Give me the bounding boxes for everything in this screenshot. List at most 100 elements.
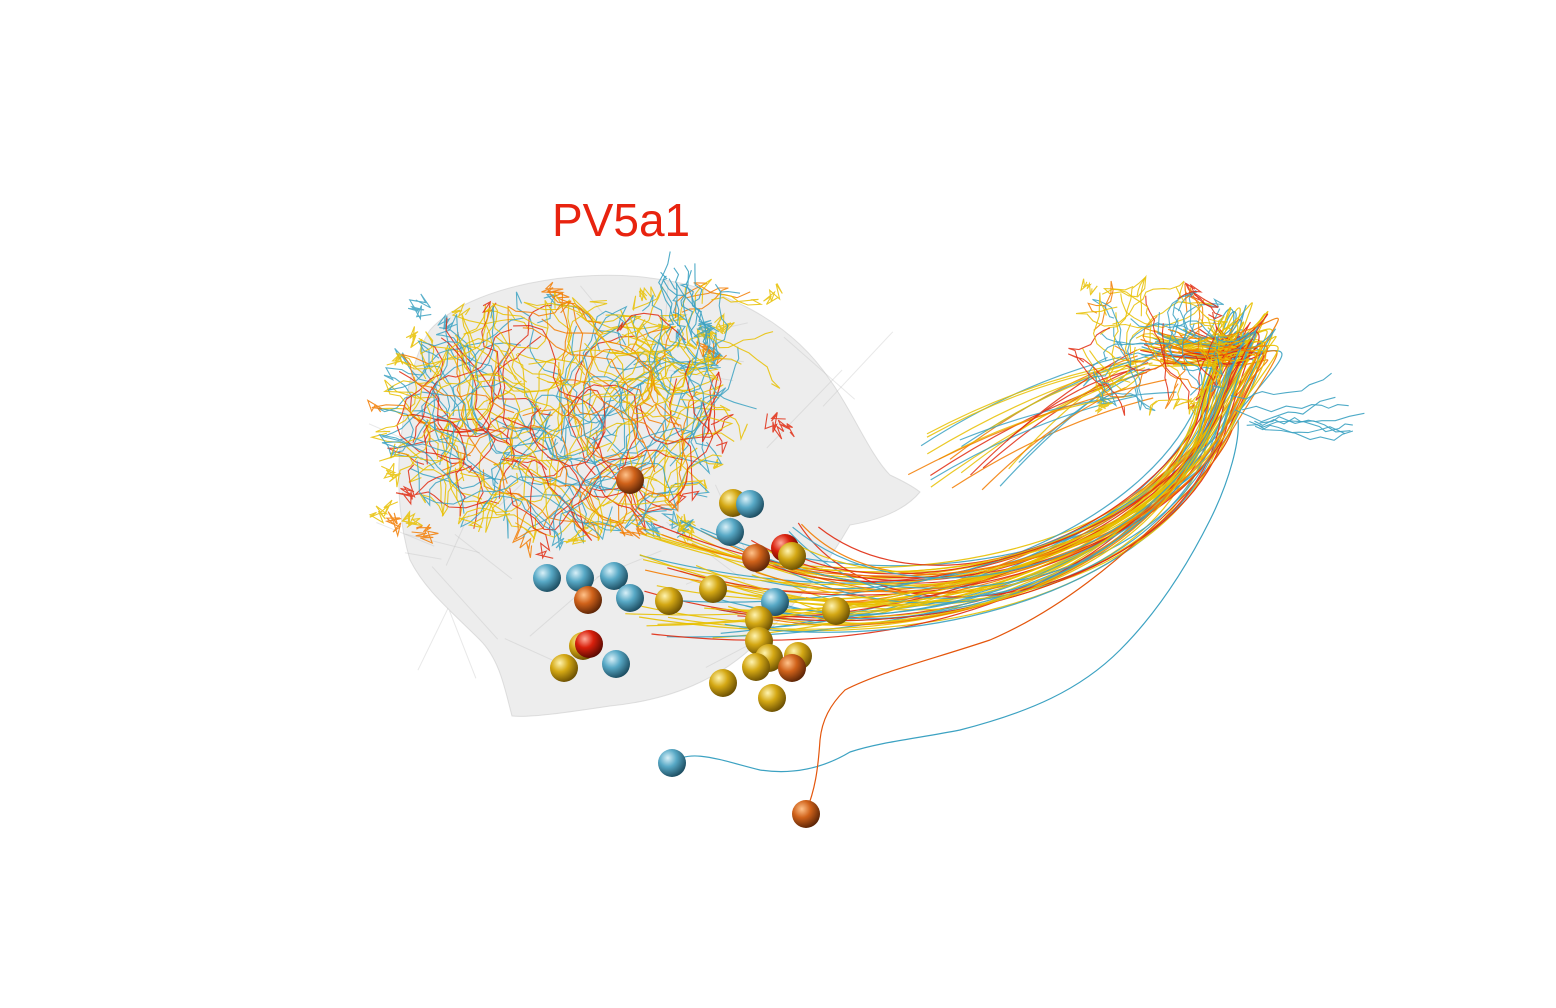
dendrite-branch <box>526 481 581 552</box>
dendrite-branch <box>419 426 493 516</box>
dendrite-branch <box>523 299 584 365</box>
axon-tract <box>689 323 1239 606</box>
soma-yellow <box>699 575 727 603</box>
terminal-branch <box>1112 280 1185 325</box>
dendrite-branch <box>460 424 551 528</box>
soma-red <box>575 630 603 658</box>
terminal-branch <box>1172 290 1203 340</box>
blue-projection-neurite <box>671 419 1239 773</box>
cluster-label: PV5a1 <box>552 194 691 246</box>
terminal-branch <box>1241 404 1349 413</box>
dendrite-branch <box>368 499 399 524</box>
axon-tract <box>661 336 1258 577</box>
dendrite-branch <box>501 458 593 541</box>
soma-yellow <box>745 606 773 634</box>
soma-orange <box>574 586 602 614</box>
mesh-edge <box>376 522 435 547</box>
axon-collateral <box>999 354 1158 487</box>
dendrite-branch <box>454 334 579 394</box>
axon-collateral <box>960 367 1146 474</box>
terminal-branch <box>1164 338 1186 410</box>
dendrite-branch <box>685 270 701 336</box>
dendrite-branch <box>642 323 703 465</box>
dendrite-branch <box>680 398 748 441</box>
dendrite-branch <box>646 354 734 440</box>
dendrite-branch <box>634 346 724 380</box>
terminal-branch <box>1148 398 1194 416</box>
dendrite-branch <box>680 520 696 545</box>
dendrite-branch <box>381 397 461 443</box>
dendrite-branch <box>379 403 432 462</box>
dendrite-branch <box>432 349 499 485</box>
dendrite-branch <box>384 511 402 538</box>
dendrite-branch <box>481 495 583 542</box>
soma-blue <box>658 749 686 777</box>
dendrite-branch <box>386 317 525 392</box>
dendrite-branch <box>522 453 647 538</box>
dendrite-branch <box>381 419 465 514</box>
dendrite-branch <box>638 286 657 302</box>
axon-tract <box>792 332 1249 579</box>
soma-yellow <box>742 653 770 681</box>
dendrite-branch <box>465 302 516 431</box>
dendrite-branch <box>567 299 608 425</box>
dendrite-branch <box>632 286 664 336</box>
mesh-edge <box>504 638 562 665</box>
terminal-branch <box>1089 346 1140 391</box>
terminal-branch <box>1210 337 1224 393</box>
dendrite-branch <box>557 369 656 473</box>
terminal-branch <box>1080 278 1098 296</box>
dendrite-branch <box>400 510 423 528</box>
dendrite-branch <box>423 419 466 517</box>
terminal-branch <box>1100 317 1179 356</box>
dendrite-branch <box>712 283 741 350</box>
dendrite-branch <box>460 345 550 468</box>
terminal-branch <box>1103 323 1195 361</box>
dendrite-branch <box>582 427 709 500</box>
terminal-branch <box>1068 327 1111 387</box>
mesh-edge <box>783 336 856 400</box>
dendrite-branch <box>366 399 471 457</box>
terminal-branch <box>1246 424 1354 441</box>
terminal-branch <box>1129 301 1213 354</box>
soma-yellow <box>758 684 786 712</box>
dendrite-branch <box>764 411 786 433</box>
terminal-branch <box>1177 283 1224 320</box>
dendrite-branch <box>692 346 740 425</box>
dendrite-branch <box>773 419 795 440</box>
dendrite-branch <box>583 348 653 444</box>
dendrite-branch <box>458 454 532 529</box>
dendrite-branch <box>669 357 742 411</box>
soma-orange <box>616 466 644 494</box>
terminal-branch <box>1195 311 1218 401</box>
dendrite-branch <box>569 360 675 457</box>
dendrite-branch <box>648 339 710 395</box>
dendrite-branch <box>683 331 774 350</box>
dendrite-branch <box>675 414 722 504</box>
terminal-branch <box>1259 412 1365 424</box>
dendrite-branch <box>452 306 495 436</box>
dendrite-branch <box>463 305 498 437</box>
soma-blue <box>602 650 630 678</box>
mesh-edge <box>454 534 513 580</box>
dendrite-branch <box>629 316 658 409</box>
dendrite-branch <box>423 476 602 505</box>
mesh-edge <box>498 462 544 507</box>
axon-collateral <box>1018 368 1150 463</box>
soma-blue <box>736 490 764 518</box>
dendrite-branch <box>616 312 686 341</box>
dendrite-branch <box>456 331 508 484</box>
dendrite-branch <box>507 416 603 533</box>
dendrite-branch <box>660 275 682 348</box>
terminal-branch <box>1142 315 1203 391</box>
terminal-branch <box>1157 308 1221 345</box>
dendrite-branch <box>395 464 416 506</box>
mesh-edge <box>449 610 477 679</box>
dendrite-branch <box>400 306 492 370</box>
terminal-branch <box>1075 306 1150 329</box>
mesh-edge <box>417 608 449 671</box>
terminal-branch <box>1200 316 1222 400</box>
dendrite-branch <box>536 376 681 420</box>
dendrite-branch <box>383 344 452 428</box>
dendrite-branch <box>664 358 724 472</box>
